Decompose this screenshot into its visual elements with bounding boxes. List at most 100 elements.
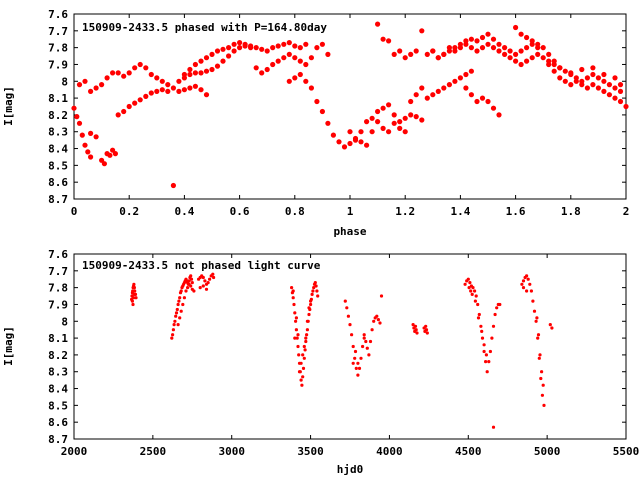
phased-data-point <box>386 102 392 108</box>
phased-data-point <box>154 75 160 81</box>
phased-data-point <box>408 112 414 118</box>
unphased-data-point <box>367 353 371 357</box>
phased-data-point <box>557 75 563 81</box>
unphased-data-point <box>379 294 384 298</box>
phased-data-point <box>402 115 408 121</box>
unphased-data-point <box>294 316 298 320</box>
phased-data-point <box>402 55 408 61</box>
phased-data-point <box>165 82 171 88</box>
phased-data-point <box>386 129 392 135</box>
phased-data-point <box>623 103 629 110</box>
unphased-data-point <box>531 299 535 303</box>
phased-data-point <box>490 105 497 111</box>
phased-data-point <box>198 58 204 64</box>
unphased-data-point <box>212 275 216 280</box>
phased-data-point <box>468 45 474 51</box>
unphased-data-point <box>131 302 135 307</box>
phased-data-point <box>336 139 342 145</box>
phased-data-point <box>446 45 452 51</box>
unphased-data-point <box>548 323 552 327</box>
phased-data-point <box>159 87 165 93</box>
phased-data-point <box>568 70 574 76</box>
phased-data-point <box>502 51 508 58</box>
unphased-data-point <box>482 349 486 354</box>
phased-data-point <box>579 66 585 73</box>
phased-data-point <box>430 48 436 54</box>
unphased-ytick-label: 8.3 <box>48 366 68 379</box>
phased-data-point <box>292 55 298 61</box>
phased-xtick-label: 0.6 <box>230 205 250 218</box>
unphased-data-point <box>309 299 313 303</box>
unphased-data-point <box>174 311 179 315</box>
unphased-data-point <box>521 286 526 290</box>
phased-data-point <box>203 68 210 74</box>
phased-data-point <box>104 75 110 81</box>
phased-data-point <box>424 51 430 58</box>
phased-ytick-label: 8.1 <box>48 92 68 105</box>
unphased-ytick-label: 8.1 <box>48 332 68 345</box>
phased-ytick-label: 8.5 <box>48 159 68 172</box>
phased-data-point <box>435 55 441 61</box>
phased-data-point <box>391 51 397 58</box>
unphased-data-point <box>132 296 136 300</box>
phased-data-point <box>259 70 265 76</box>
unphased-data-point <box>521 279 526 283</box>
unphased-ytick-label: 8.2 <box>48 349 68 362</box>
phased-data-point <box>214 63 221 69</box>
phased-data-point <box>187 71 193 78</box>
unphased-xtick-label: 3500 <box>297 445 324 458</box>
unphased-xtick-label: 3000 <box>218 445 245 458</box>
unphased-data-point <box>350 333 354 337</box>
phased-ytick-label: 8.3 <box>48 126 68 139</box>
phased-data-point <box>606 92 613 98</box>
phased-data-point <box>253 45 259 51</box>
phased-data-point <box>584 75 591 81</box>
phased-data-point <box>303 78 309 84</box>
unphased-data-point <box>171 328 175 332</box>
unphased-data-point <box>470 292 474 296</box>
phased-data-point <box>479 34 486 41</box>
phased-data-point <box>479 95 486 101</box>
unphased-data-point <box>297 370 302 374</box>
unphased-data-point <box>376 318 380 322</box>
phased-data-point <box>435 88 441 94</box>
unphased-data-point <box>356 373 360 377</box>
phased-data-point <box>82 78 88 84</box>
unphased-ytick-label: 7.9 <box>48 298 68 311</box>
unphased-ytick-label: 8.4 <box>48 383 68 396</box>
phased-data-point <box>347 129 353 135</box>
unphased-xtick-label: 4000 <box>376 445 403 458</box>
unphased-xtick-label: 4500 <box>455 445 482 458</box>
phased-ytick-label: 8.7 <box>48 193 68 206</box>
phased-title: 150909-2433.5 phased with P=164.80day <box>82 21 327 34</box>
phased-ytick-label: 7.8 <box>48 42 68 55</box>
phased-data-point <box>76 120 83 126</box>
unphased-data-point <box>291 289 295 293</box>
phased-data-point <box>165 88 171 94</box>
unphased-data-point <box>315 289 319 293</box>
unphased-data-point <box>488 349 492 354</box>
unphased-data-point <box>345 306 349 310</box>
phased-data-point <box>496 112 502 118</box>
phased-data-point <box>496 48 502 54</box>
unphased-data-point <box>299 361 303 365</box>
unphased-data-point <box>346 314 350 318</box>
unphased-data-point <box>525 289 529 293</box>
unphased-data-point <box>294 319 298 323</box>
unphased-data-point <box>526 277 530 281</box>
unphased-data-point <box>541 383 545 387</box>
phased-ytick-label: 8.2 <box>48 109 68 122</box>
unphased-data-point <box>351 344 355 349</box>
unphased-data-point <box>485 370 489 374</box>
unphased-data-point <box>487 360 491 364</box>
phased-data-point <box>137 97 143 103</box>
phased-data-point <box>110 70 116 76</box>
unphased-data-point <box>181 302 185 307</box>
unphased-data-point <box>364 339 368 344</box>
unphased-data-point <box>313 281 317 285</box>
phased-panel: 0 0.2 0.4 0.6 0.8 1 1.2 1.4 1.6 1.8 2 7.6 7.7 7.8 7.9 8… <box>2 8 629 238</box>
unphased-data-point <box>192 289 196 293</box>
unphased-data-point <box>189 284 193 288</box>
phased-data-point <box>237 40 243 46</box>
phased-data-point <box>595 85 602 91</box>
